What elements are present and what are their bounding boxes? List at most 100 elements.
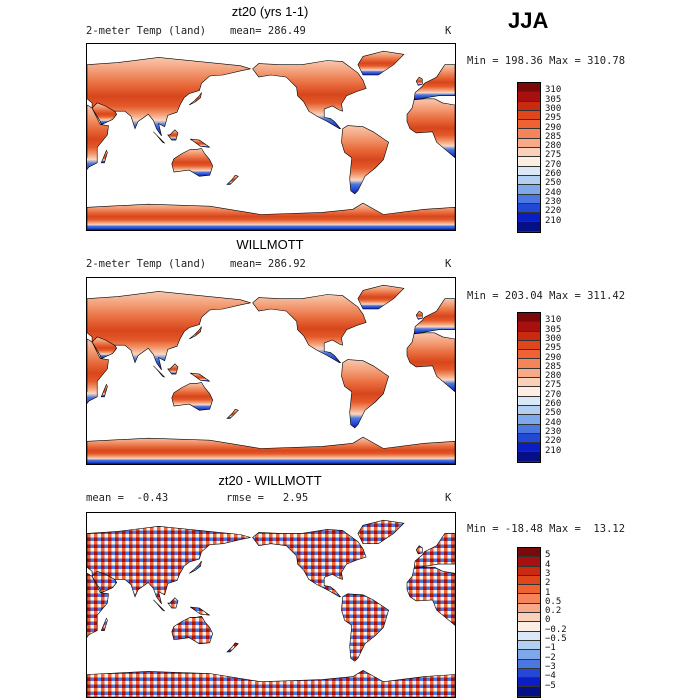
colorbar-tick-label: 295	[545, 343, 562, 354]
panel-3-min-max: Min = -18.48 Max = 13.12	[467, 523, 626, 535]
colorbar-swatch	[518, 148, 540, 158]
landmass-africa_w	[406, 98, 455, 159]
colorbar-swatch	[518, 548, 540, 558]
panel-2-title: WILLMOTT	[236, 237, 304, 252]
colorbar-swatch	[518, 350, 540, 360]
landmass-australia	[171, 615, 214, 645]
colorbar-swatch	[518, 631, 540, 641]
landmass-antarctica	[87, 436, 455, 464]
landmass-europe_w	[413, 533, 455, 569]
panel-3-rmse-stat: rmse = 2.95	[226, 492, 309, 504]
landmass-samerica	[341, 359, 389, 429]
landmass-ng	[190, 606, 210, 616]
landmass-uk	[415, 310, 423, 320]
colorbar-swatch	[518, 396, 540, 406]
colorbar-swatch	[518, 83, 540, 93]
panel-1-world-map	[87, 50, 455, 230]
landmass-arabia_fix	[91, 336, 117, 360]
colorbar-swatch	[518, 575, 540, 586]
colorbar-swatch	[518, 129, 540, 139]
colorbar-swatch	[518, 433, 540, 444]
panel-2-variable-label: 2-meter Temp (land)	[86, 258, 207, 270]
landmass-borneo	[167, 363, 179, 375]
colorbar-swatch	[518, 331, 540, 341]
colorbar-swatch	[518, 687, 540, 697]
colorbar-tick-label: 230	[545, 426, 562, 437]
colorbar-tick-label: 300	[545, 333, 562, 344]
panel-1-variable-label: 2-meter Temp (land)	[86, 25, 207, 37]
colorbar-swatch	[518, 138, 540, 149]
panel-1-mean-stat: mean= 286.49	[230, 25, 306, 37]
colorbar-swatch	[518, 622, 540, 632]
landmass-ng	[190, 138, 210, 148]
colorbar-tick-label: 280	[545, 141, 562, 152]
colorbar-tick-label: 220	[545, 206, 562, 217]
landmass-namerica	[252, 294, 367, 363]
colorbar-swatch	[518, 313, 540, 323]
colorbar-tick-label: −0.5	[545, 634, 567, 644]
colorbar-tick-label: 290	[545, 122, 562, 133]
colorbar-swatch	[518, 594, 540, 604]
colorbar-swatch	[518, 659, 540, 669]
landmass-greenland	[357, 519, 405, 545]
landmass-greenland	[357, 284, 405, 310]
landmass-sumatra	[153, 365, 165, 378]
landmass-eurasia	[87, 291, 251, 371]
landmass-australia	[171, 382, 214, 411]
colorbar-swatch	[518, 613, 540, 623]
colorbar-tick-label: 295	[545, 113, 562, 124]
landmass-sumatra	[153, 599, 165, 612]
landmass-samerica	[341, 125, 389, 195]
panel-1-min-max: Min = 198.36 Max = 310.78	[467, 55, 626, 67]
landmass-nz	[226, 174, 239, 185]
panel-3-world-map	[87, 519, 455, 697]
panel-2-colorbar	[517, 312, 541, 463]
colorbar-tick-label: 270	[545, 389, 562, 400]
colorbar-tick-label: 260	[545, 169, 562, 179]
colorbar-swatch	[518, 203, 540, 214]
panel-2-min-max: Min = 203.04 Max = 311.42	[467, 290, 626, 302]
landmass-samerica	[341, 593, 389, 662]
landmass-australia	[171, 148, 214, 177]
colorbar-swatch	[518, 650, 540, 660]
panel-3-mean-stat: mean = -0.43	[86, 492, 169, 504]
panel-2-map	[86, 277, 456, 465]
landmass-japan	[189, 326, 202, 340]
colorbar-swatch	[518, 222, 540, 232]
landmass-nz	[226, 408, 239, 419]
season-label: JJA	[508, 8, 549, 33]
colorbar-swatch	[518, 585, 540, 595]
colorbar-swatch	[518, 603, 540, 614]
colorbar-tick-label: −1	[545, 643, 556, 654]
colorbar-swatch	[518, 405, 540, 416]
colorbar-swatch	[518, 166, 540, 176]
colorbar-swatch	[518, 340, 540, 351]
panel-3-title: zt20 - WILLMOTT	[218, 473, 322, 488]
colorbar-tick-label: 260	[545, 399, 562, 409]
landmass-africa_w	[406, 566, 455, 626]
colorbar-tick-label: 1	[545, 587, 551, 598]
colorbar-swatch	[518, 194, 540, 204]
colorbar-tick-label: −0.2	[545, 624, 567, 635]
landmass-nz	[226, 642, 239, 653]
colorbar-tick-label: 275	[545, 150, 562, 161]
landmass-antarctica	[87, 202, 455, 230]
colorbar-tick-label: 240	[545, 187, 562, 198]
landmass-borneo	[167, 129, 179, 141]
panel-1-colorbar	[517, 82, 541, 233]
colorbar-swatch	[518, 110, 540, 121]
colorbar-tick-label: 285	[545, 131, 562, 142]
landmass-greenland	[357, 50, 405, 76]
colorbar-tick-label: 270	[545, 159, 562, 170]
colorbar-swatch	[518, 668, 540, 679]
panel-3-map	[86, 512, 456, 698]
colorbar-tick-label: 290	[545, 352, 562, 363]
colorbar-tick-label: 280	[545, 371, 562, 382]
colorbar-swatch	[518, 678, 540, 688]
colorbar-swatch	[518, 92, 540, 102]
colorbar-tick-label: −3	[545, 661, 556, 672]
colorbar-tick-label: −5	[545, 680, 556, 691]
colorbar-tick-label: 220	[545, 436, 562, 447]
landmass-japan	[189, 560, 202, 574]
panel-2-world-map	[87, 284, 455, 464]
